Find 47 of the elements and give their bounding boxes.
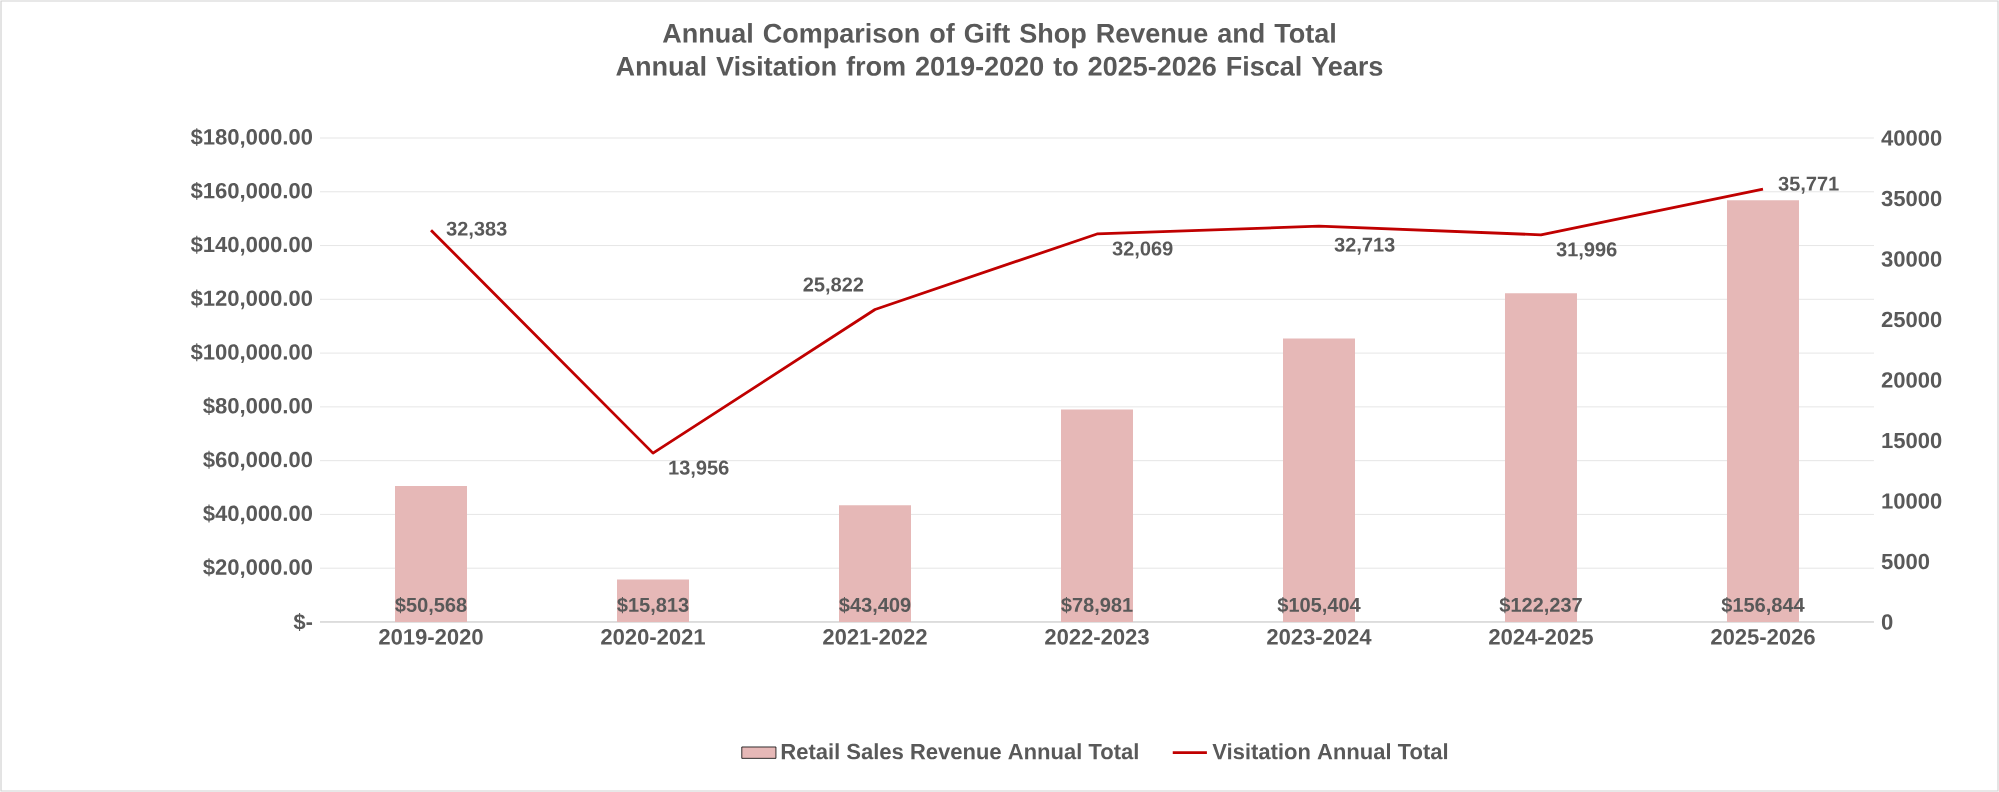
legend-label: Visitation Annual Total [1212, 743, 1448, 760]
y2-tick-label: 40000 [1881, 130, 1942, 146]
data-label: 25,822 [803, 277, 864, 295]
y-tick-label: $160,000.00 [190, 181, 313, 202]
data-label: $50,568 [395, 596, 467, 615]
x-tick-label: 2025-2026 [1711, 629, 1815, 645]
chart-title: Annual Comparison of Gift Shop Revenue and Total Annual Visitation from 2019-2020 to 2025-2026 Fiscal Years [616, 23, 1383, 76]
y2-tick-label: 5000 [1881, 553, 1930, 570]
x-tick-label: 2020-2021 [601, 629, 705, 645]
x-tick-label: 2022-2023 [1045, 629, 1149, 645]
data-label: 13,956 [669, 460, 729, 478]
data-label: 32,713 [1334, 237, 1395, 255]
y2-tick-label: 0 [1881, 614, 1893, 630]
y2-tick-label: 30000 [1881, 251, 1942, 267]
data-label: 31,996 [1556, 242, 1617, 260]
y-tick-label: $120,000.00 [190, 289, 313, 310]
data-label: $105,404 [1277, 596, 1361, 615]
x-tick-label: 2024-2025 [1489, 629, 1593, 645]
y-tick-label: $60,000.00 [203, 450, 313, 471]
data-label: 32,383 [446, 221, 507, 239]
data-label: $43,409 [839, 596, 911, 615]
x-tick-label: 2021-2022 [823, 629, 927, 645]
data-label: $156,844 [1721, 596, 1805, 615]
y-tick-label: $- [293, 613, 313, 631]
x-tick-label: 2023-2024 [1267, 629, 1372, 645]
data-label: 35,771 [1778, 176, 1839, 194]
data-label: $122,237 [1499, 596, 1582, 615]
y2-tick-label: 20000 [1881, 372, 1942, 388]
y2-tick-label: 25000 [1881, 311, 1942, 328]
y2-tick-label: 15000 [1882, 432, 1942, 449]
line-series [429, 187, 1765, 455]
y-tick-label: $140,000.00 [190, 235, 313, 256]
bar [395, 486, 468, 622]
legend-label: Retail Sales Revenue Annual Total [781, 743, 1138, 760]
y-tick-label: $80,000.00 [203, 397, 313, 417]
bar [1061, 409, 1133, 622]
bar [839, 505, 911, 622]
y-tick-label: $40,000.00 [203, 504, 313, 525]
y2-tick-label: 35000 [1881, 190, 1942, 207]
data-label: 32,069 [1112, 241, 1173, 259]
y2-tick-label: 10000 [1882, 493, 1942, 509]
y-tick-label: $20,000.00 [203, 558, 313, 579]
y-tick-label: $100,000.00 [190, 343, 313, 363]
data-label: $15,813 [617, 596, 689, 615]
x-tick-label: 2019-2020 [379, 629, 483, 645]
data-label: $78,981 [1061, 596, 1133, 615]
y-tick-label: $180,000.00 [190, 128, 313, 148]
